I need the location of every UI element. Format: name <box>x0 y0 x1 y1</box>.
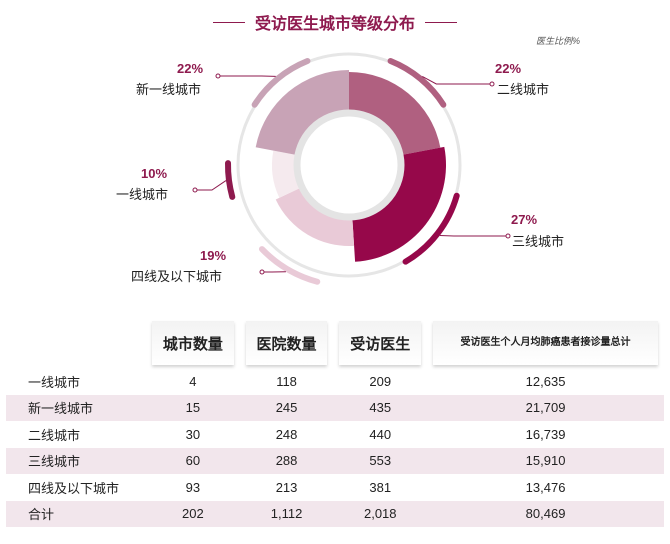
row-name: 三线城市 <box>6 447 146 474</box>
cell-hospital-count: 213 <box>275 479 298 495</box>
inner-ring <box>293 109 405 221</box>
donut-chart <box>192 52 511 285</box>
pct-label-tier3: 27% <box>511 212 538 227</box>
cell-doctors: 209 <box>369 373 392 389</box>
category-label-tier2: 二线城市 <box>497 82 550 97</box>
category-label-tier1: 一线城市 <box>116 187 169 202</box>
cell-monthly-patients: 80,469 <box>427 500 664 527</box>
cell-monthly-patients: 12,635 <box>525 373 566 389</box>
header-empty <box>6 318 146 368</box>
leader-tier3-dot <box>505 233 511 239</box>
slice-tier1-highlight-arc <box>225 160 236 200</box>
slice-tier3-highlight-arc <box>402 192 460 265</box>
cell-city-count: 4 <box>189 373 197 389</box>
pct-label-tier2: 22% <box>495 61 522 76</box>
cell-monthly-patients: 16,739 <box>525 426 566 442</box>
pct-label-tier1: 10% <box>141 166 168 181</box>
cell-city-count: 30 <box>185 426 201 442</box>
cell-hospital-count: 118 <box>276 373 297 389</box>
header-city-count: 城市数量 <box>146 318 240 368</box>
leader-tier3 <box>439 234 508 237</box>
header-monthly-patients-line1: 受访医生个人月均 <box>460 337 541 348</box>
cell-monthly-patients: 21,709 <box>427 394 664 421</box>
slice-tier4-highlight-arc <box>258 246 321 285</box>
cell-monthly-patients: 15,910 <box>427 447 664 474</box>
cell-monthly-patients: 13,476 <box>525 479 566 495</box>
slice-tier2-highlight-arc <box>387 57 447 108</box>
header-doctors: 受访医生 <box>333 318 427 368</box>
category-label-tier4: 四线及以下城市 <box>131 269 223 284</box>
cell-hospital-count: 1,112 <box>239 500 334 527</box>
pct-label-new-tier1: 22% <box>177 61 204 76</box>
header-monthly-patients: 受访医生个人月均 肺癌患者接诊量总计 <box>427 318 664 368</box>
leader-tier2-dot <box>489 81 495 87</box>
cell-city-count: 15 <box>146 394 240 421</box>
row-name: 合计 <box>6 500 146 527</box>
pct-label-tier4: 19% <box>200 248 227 263</box>
table-row: 四线及以下城市 93 213 381 13,476 <box>6 474 664 501</box>
slice-new-tier1 <box>255 70 349 156</box>
cell-hospital-count: 245 <box>239 394 334 421</box>
table-row: 新一线城市 15 245 435 21,709 <box>6 394 664 421</box>
unit-note: 医生比例% <box>536 36 581 46</box>
chart-title: 受访医生城市等级分布 <box>212 10 458 34</box>
category-label-new-tier1: 新一线城市 <box>136 82 202 97</box>
slice-tier2 <box>349 72 441 156</box>
outer-ring <box>236 52 462 278</box>
table-row: 三线城市 60 288 553 15,910 <box>6 447 664 474</box>
slice-tier3 <box>352 146 446 262</box>
cell-hospital-count: 288 <box>239 447 334 474</box>
cell-hospital-count: 248 <box>275 426 298 442</box>
table-header-row: 城市数量 医院数量 受访医生 受访医生个人月均 肺癌患者接诊量总计 <box>6 318 664 368</box>
cell-doctors: 435 <box>333 394 428 421</box>
table-row-total: 合计 202 1,112 2,018 80,469 <box>6 500 664 527</box>
table-row: 二线城市 30 248 440 16,739 <box>6 421 664 448</box>
row-name: 四线及以下城市 <box>28 480 120 496</box>
leader-tier4-dot <box>259 269 265 275</box>
leader-tier2 <box>422 75 492 85</box>
header-monthly-patients-line2: 肺癌患者接诊量总计 <box>540 337 631 348</box>
row-name: 一线城市 <box>28 374 81 390</box>
cell-doctors: 440 <box>369 426 392 442</box>
leader-new-tier1-dot <box>215 73 221 79</box>
table-row: 一线城市 4 118 209 12,635 <box>6 368 664 395</box>
cell-doctors: 2,018 <box>333 500 428 527</box>
cell-city-count: 93 <box>185 479 201 495</box>
leader-tier1 <box>195 180 227 191</box>
cell-city-count: 60 <box>146 447 240 474</box>
row-name: 二线城市 <box>28 427 81 443</box>
category-label-tier3: 三线城市 <box>512 234 565 249</box>
stats-table: 城市数量 医院数量 受访医生 受访医生个人月均 肺癌患者接诊量总计 一线城市 4 … <box>6 318 664 527</box>
cell-doctors: 381 <box>369 479 392 495</box>
donut-hole <box>301 117 397 213</box>
slice-tier4 <box>275 187 355 246</box>
cell-city-count: 202 <box>146 500 240 527</box>
cell-doctors: 553 <box>333 447 428 474</box>
row-name: 新一线城市 <box>6 394 146 421</box>
header-hospital-count: 医院数量 <box>240 318 334 368</box>
slice-new-tier1-highlight-arc <box>251 57 311 108</box>
leader-tier1-dot <box>192 187 198 193</box>
